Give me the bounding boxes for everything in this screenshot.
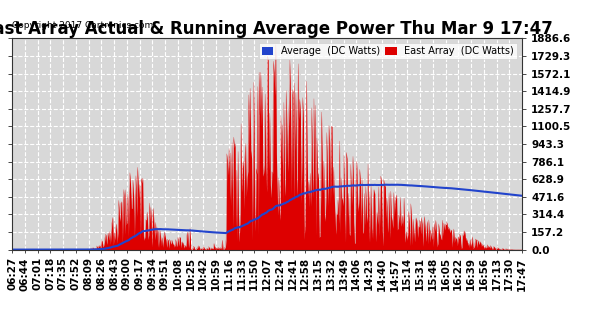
Title: East Array Actual & Running Average Power Thu Mar 9 17:47: East Array Actual & Running Average Powe… bbox=[0, 20, 553, 38]
Legend: Average  (DC Watts), East Array  (DC Watts): Average (DC Watts), East Array (DC Watts… bbox=[259, 43, 517, 59]
Text: Copyright 2017 Cartronics.com: Copyright 2017 Cartronics.com bbox=[12, 21, 153, 30]
